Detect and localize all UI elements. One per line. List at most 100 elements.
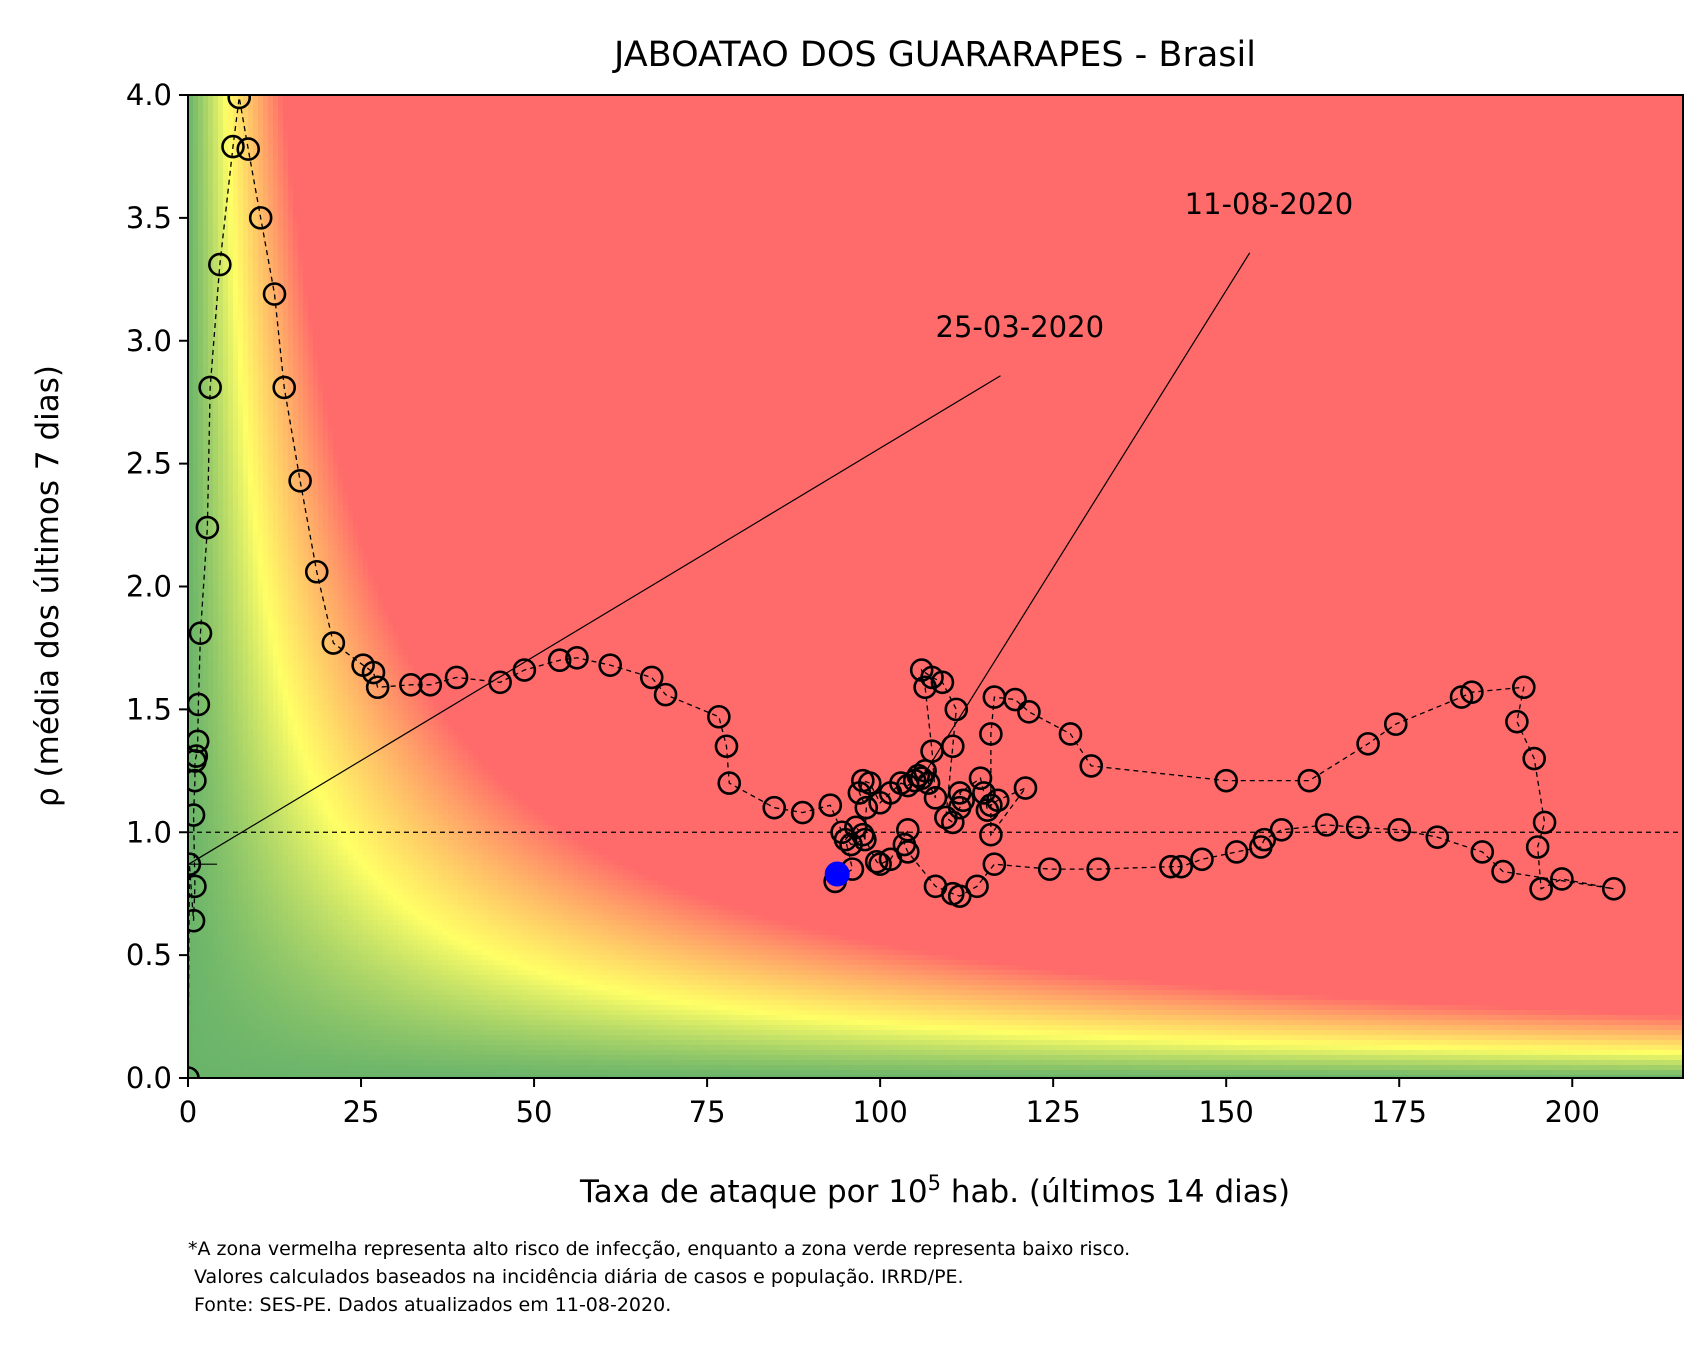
gradient-cell xyxy=(228,945,234,951)
gradient-cell xyxy=(228,1055,234,1061)
gradient-cell xyxy=(248,560,254,566)
gradient-cell xyxy=(198,365,204,371)
gradient-cell xyxy=(228,240,234,246)
gradient-cell xyxy=(238,840,244,846)
gradient-cell xyxy=(243,215,249,221)
gradient-cell xyxy=(258,685,264,691)
gradient-cell xyxy=(248,695,254,701)
gradient-cell xyxy=(193,580,199,586)
gradient-cell xyxy=(253,230,259,236)
gradient-cell xyxy=(248,720,254,726)
gradient-cell xyxy=(243,740,249,746)
gradient-cell xyxy=(228,285,234,291)
gradient-cell xyxy=(243,590,249,596)
gradient-cell xyxy=(198,160,204,166)
gradient-cell xyxy=(238,325,244,331)
gradient-cell xyxy=(218,575,224,581)
gradient-cell xyxy=(248,930,254,936)
gradient-cell xyxy=(193,330,199,336)
gradient-cell xyxy=(263,365,269,371)
gradient-cell xyxy=(213,365,219,371)
gradient-cell xyxy=(208,190,214,196)
gradient-cell xyxy=(248,760,254,766)
gradient-cell xyxy=(253,530,259,536)
gradient-cell xyxy=(243,800,249,806)
gradient-cell xyxy=(218,1010,224,1016)
gradient-cell xyxy=(218,800,224,806)
gradient-cell xyxy=(228,230,234,236)
gradient-cell xyxy=(258,535,264,541)
gradient-cell xyxy=(253,765,259,771)
gradient-cell xyxy=(248,295,254,301)
gradient-cell xyxy=(208,405,214,411)
gradient-cell xyxy=(238,255,244,261)
gradient-cell xyxy=(243,255,249,261)
gradient-cell xyxy=(193,515,199,521)
gradient-cell xyxy=(243,570,249,576)
gradient-cell xyxy=(243,765,249,771)
gradient-cell xyxy=(243,665,249,671)
gradient-cell xyxy=(198,935,204,941)
gradient-cell xyxy=(198,415,204,421)
gradient-cell xyxy=(228,1050,234,1056)
gradient-cell xyxy=(198,220,204,226)
gradient-cell xyxy=(208,185,214,191)
gradient-cell xyxy=(248,460,254,466)
gradient-cell xyxy=(258,630,264,636)
gradient-cell xyxy=(238,505,244,511)
gradient-cell xyxy=(253,400,259,406)
gradient-cell xyxy=(218,435,224,441)
gradient-cell xyxy=(238,540,244,546)
gradient-cell xyxy=(258,605,264,611)
gradient-cell xyxy=(238,525,244,531)
gradient-cell xyxy=(198,265,204,271)
gradient-cell xyxy=(243,760,249,766)
gradient-cell xyxy=(213,750,219,756)
gradient-cell xyxy=(198,645,204,651)
gradient-cell xyxy=(248,440,254,446)
gradient-cell xyxy=(198,120,204,126)
gradient-cell xyxy=(233,875,239,881)
gradient-cell xyxy=(233,380,239,386)
gradient-cell xyxy=(238,350,244,356)
gradient-cell xyxy=(248,340,254,346)
gradient-cell xyxy=(243,895,249,901)
gradient-cell xyxy=(263,675,269,681)
gradient-cell xyxy=(258,195,264,201)
gradient-cell xyxy=(233,630,239,636)
gradient-cell xyxy=(253,755,259,761)
gradient-cell xyxy=(218,730,224,736)
gradient-cell xyxy=(238,570,244,576)
gradient-cell xyxy=(243,950,249,956)
gradient-cell xyxy=(213,245,219,251)
gradient-cell xyxy=(263,455,269,461)
gradient-cell xyxy=(253,280,259,286)
gradient-cell xyxy=(213,905,219,911)
gradient-cell xyxy=(218,930,224,936)
gradient-cell xyxy=(208,155,214,161)
gradient-cell xyxy=(258,505,264,511)
gradient-cell xyxy=(248,925,254,931)
gradient-cell xyxy=(228,670,234,676)
gradient-cell xyxy=(243,210,249,216)
gradient-cell xyxy=(228,425,234,431)
gradient-cell xyxy=(253,825,259,831)
gradient-cell xyxy=(243,205,249,211)
gradient-cell xyxy=(208,870,214,876)
gradient-cell xyxy=(193,200,199,206)
gradient-cell xyxy=(258,915,264,921)
gradient-cell xyxy=(208,865,214,871)
gradient-cell xyxy=(253,1005,259,1011)
gradient-cell xyxy=(233,575,239,581)
gradient-cell xyxy=(208,295,214,301)
gradient-cell xyxy=(203,900,209,906)
gradient-cell xyxy=(238,880,244,886)
gradient-cell xyxy=(228,220,234,226)
gradient-cell xyxy=(238,190,244,196)
gradient-cell xyxy=(203,400,209,406)
gradient-cell xyxy=(248,910,254,916)
gradient-cell xyxy=(198,330,204,336)
gradient-cell xyxy=(258,610,264,616)
gradient-cell xyxy=(218,225,224,231)
gradient-cell xyxy=(208,1015,214,1021)
